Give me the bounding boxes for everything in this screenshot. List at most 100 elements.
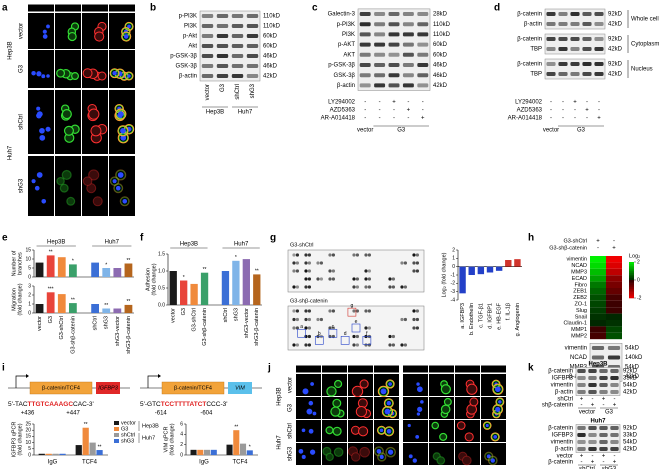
- array-spot: [364, 343, 368, 347]
- array-spot: [295, 269, 299, 273]
- panel-label: i: [2, 363, 5, 374]
- nucleus: [123, 34, 129, 39]
- array-spot: [388, 285, 392, 289]
- y-tick-label: 0.0: [158, 302, 165, 308]
- array-spot: [304, 343, 308, 347]
- band-label: NCAD: [570, 355, 588, 361]
- y-axis-label: Migration: [11, 288, 17, 311]
- micrograph: [374, 420, 399, 442]
- x-tick-label: G3-shCtrl: [59, 316, 65, 340]
- band: [610, 390, 619, 394]
- bar: [233, 430, 240, 455]
- stain-green: [333, 447, 344, 458]
- bar: [242, 259, 250, 305]
- array-spot: [388, 334, 392, 339]
- stain-red: [464, 432, 474, 442]
- stain-green: [61, 169, 72, 181]
- bar: [46, 255, 55, 277]
- stain-red: [482, 421, 492, 430]
- bar: [59, 453, 66, 455]
- micrograph: [403, 443, 428, 465]
- stain-red: [121, 31, 132, 42]
- panel-label: f: [140, 233, 144, 244]
- y-axis-label: Adhesion: [145, 268, 151, 291]
- stain-red: [456, 421, 466, 430]
- nucleus: [494, 386, 501, 393]
- band: [388, 83, 400, 88]
- row-label: G3: [19, 64, 25, 73]
- bar: [190, 283, 198, 305]
- treatment-sign: -: [586, 100, 588, 106]
- band: [359, 63, 371, 67]
- treatment-sign: +: [602, 397, 606, 403]
- treatment-sign: -: [407, 100, 409, 106]
- array-spot: [328, 253, 332, 257]
- stain-red: [358, 426, 369, 437]
- colorbar-step: [629, 283, 634, 286]
- stain-green: [71, 72, 80, 80]
- nucleus: [415, 435, 420, 439]
- band-size: 92kD: [608, 37, 623, 43]
- treatment-sign: +: [597, 116, 601, 122]
- band: [570, 62, 580, 66]
- y-tick-label: -4: [451, 297, 456, 303]
- array-spot: [319, 261, 323, 265]
- bar: [69, 303, 77, 313]
- band: [577, 383, 586, 387]
- stain-red: [119, 196, 130, 207]
- spot-box: [328, 328, 338, 338]
- y-tick-label: 1: [452, 256, 455, 262]
- y-axis-label: (fold change): [17, 283, 23, 315]
- band: [546, 22, 556, 26]
- band-label: Galectin-3: [328, 12, 356, 18]
- colorbar-step: [629, 278, 634, 281]
- band-size: 92kD: [623, 369, 638, 375]
- x-tick-label: G3: [48, 316, 54, 323]
- nucleus: [39, 134, 46, 141]
- bar: [221, 271, 230, 305]
- band-size: 33kD: [623, 433, 638, 439]
- band: [594, 47, 604, 51]
- band: [599, 433, 608, 437]
- heat-cell: [590, 275, 606, 282]
- treatment-sign: -: [574, 108, 576, 114]
- band: [231, 44, 244, 48]
- stain-green: [110, 176, 119, 186]
- sequence-suffix: CCC-3': [206, 401, 227, 408]
- heat-cell: [606, 300, 622, 308]
- header-bg: [55, 4, 81, 12]
- nucleus: [120, 127, 126, 134]
- micrograph: [374, 443, 399, 465]
- stain-green: [63, 125, 74, 136]
- band-size: 54kD: [623, 440, 638, 446]
- factor-box: [29, 381, 93, 395]
- band: [216, 54, 229, 58]
- legend-group: Hep3B: [142, 423, 159, 429]
- array-spot: [295, 326, 299, 330]
- nucleus: [310, 382, 314, 386]
- treatment-sign: +: [421, 116, 425, 122]
- panel-label: c: [312, 3, 318, 14]
- band-size: 110kD: [263, 14, 281, 20]
- band: [201, 64, 214, 68]
- panel-label: d: [494, 3, 500, 14]
- micrograph: [82, 90, 108, 154]
- nucleus: [379, 454, 384, 459]
- bar: [514, 259, 521, 267]
- array-spot: [292, 309, 296, 313]
- treatment-sign: -: [562, 108, 564, 114]
- row-label: Slug: [576, 308, 587, 314]
- stain-red: [115, 169, 127, 181]
- array-spot: [415, 317, 419, 322]
- array-spot: [355, 309, 359, 313]
- nucleus: [408, 454, 413, 459]
- stain-red: [109, 68, 120, 79]
- nucleus: [308, 400, 314, 406]
- nucleus: [122, 198, 128, 204]
- significance: **: [71, 297, 75, 303]
- array-spot: [295, 253, 299, 257]
- band: [388, 22, 400, 27]
- spot-label: d: [344, 331, 347, 337]
- band: [216, 44, 229, 48]
